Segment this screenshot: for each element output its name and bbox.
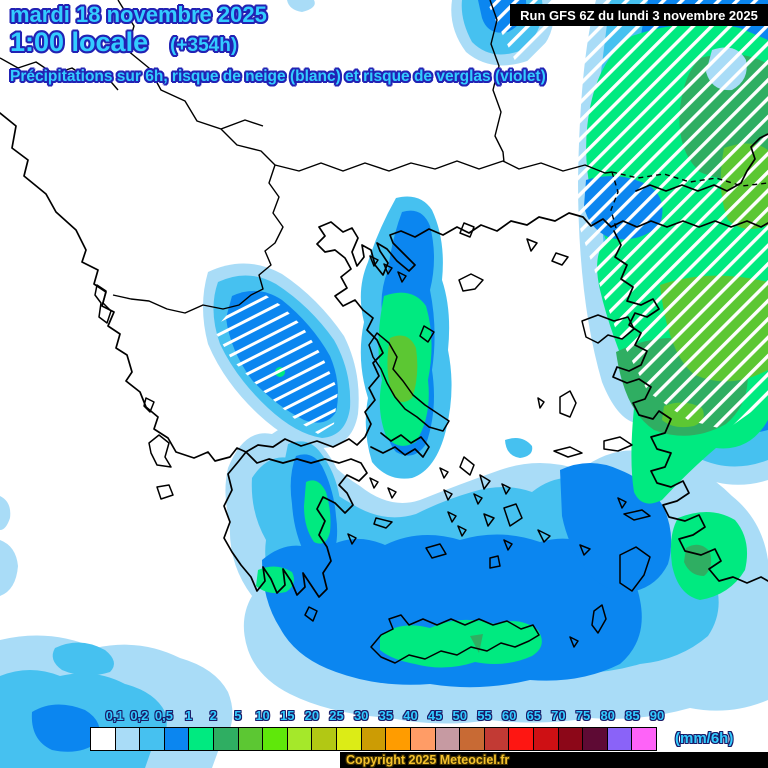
legend-tick-label: 85 xyxy=(625,708,640,723)
legend-cell xyxy=(189,728,215,750)
legend-cell xyxy=(410,728,436,750)
forecast-date: mardi 18 novembre 2025 xyxy=(10,2,267,27)
legend-cell xyxy=(558,728,584,750)
coastlines xyxy=(0,112,768,598)
legend-cell xyxy=(140,728,165,750)
legend-cell xyxy=(164,728,190,750)
legend-tick-label: 70 xyxy=(551,708,566,723)
legend-tick-label: 20 xyxy=(304,708,320,723)
legend-cell xyxy=(361,728,387,750)
legend-cell xyxy=(484,728,510,750)
legend-cell xyxy=(460,728,485,750)
country-borders xyxy=(0,0,768,314)
legend-tick-label: 65 xyxy=(526,708,541,723)
snow-risk-hatching xyxy=(214,0,768,434)
copyright-text: Copyright 2025 Meteociel.fr xyxy=(346,753,510,767)
legend-cell xyxy=(607,728,633,750)
legend-tick-label: 60 xyxy=(501,708,517,723)
legend-tick-label: 2 xyxy=(209,708,217,723)
forecast-offset: (+354h) xyxy=(170,34,238,56)
legend-tick-label: 5 xyxy=(234,708,242,723)
legend-tick-label: 0,2 xyxy=(130,708,149,723)
legend-tick-label: 0,5 xyxy=(154,708,173,723)
legend-cell xyxy=(583,728,608,750)
legend-cell xyxy=(509,728,534,750)
legend-cell xyxy=(115,728,141,750)
legend-tick-label: 40 xyxy=(403,708,418,723)
legend-tick-label: 50 xyxy=(452,708,468,723)
precip-legend: 0,1 0,2 0,5 1 2 5 10 15 20 25 30 35 40 45 50 55 60 65 70 75… xyxy=(90,708,768,754)
forecast-time: 1:00 locale xyxy=(10,26,149,57)
legend-tick-label: 0,1 xyxy=(105,708,124,723)
legend-tick-label: 1 xyxy=(184,708,193,723)
legend-tick-label: 45 xyxy=(427,708,443,723)
legend-cell xyxy=(312,728,338,750)
legend-cell xyxy=(214,728,239,750)
legend-tick-label: 75 xyxy=(575,708,591,723)
legend-tick-label: 15 xyxy=(279,708,295,723)
legend-cell xyxy=(263,728,288,750)
legend-tick-label: 30 xyxy=(353,708,369,723)
legend-tick-label: 55 xyxy=(477,708,492,723)
legend-cell xyxy=(287,728,313,750)
legend-cell xyxy=(337,728,362,750)
legend-cell xyxy=(386,728,411,750)
legend-ticks: 0,1 0,2 0,5 1 2 5 10 15 20 25 30 35 40 45 50 55 60 65 70 75… xyxy=(90,708,665,726)
legend-tick-label: 10 xyxy=(255,708,270,723)
legend-tick-label: 90 xyxy=(649,708,665,723)
legend-cell xyxy=(632,728,657,750)
legend-tick-label: 25 xyxy=(329,708,344,723)
legend-color-scale xyxy=(90,727,657,751)
legend-unit: (mm/6h) xyxy=(675,730,734,747)
legend-cell xyxy=(533,728,559,750)
run-info-box: Run GFS 6Z du lundi 3 novembre 2025 xyxy=(510,4,768,26)
map-subtitle: Précipitations sur 6h, risque de neige (… xyxy=(10,67,546,85)
legend-tick-label: 80 xyxy=(600,708,615,723)
legend-tick-label: 35 xyxy=(378,708,394,723)
header: mardi 18 novembre 2025 1:00 locale (+354h… xyxy=(10,2,546,85)
islands xyxy=(94,222,651,664)
legend-cell xyxy=(435,728,461,750)
copyright-bar: Copyright 2025 Meteociel.fr xyxy=(340,752,768,768)
legend-cell xyxy=(238,728,264,750)
legend-cell xyxy=(91,728,116,750)
